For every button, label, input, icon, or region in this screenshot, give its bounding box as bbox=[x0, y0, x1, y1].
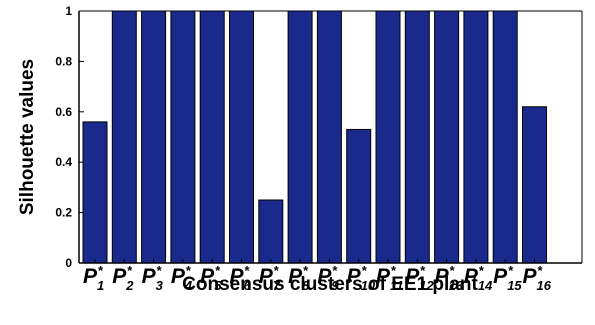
svg-text:P: P bbox=[317, 265, 332, 288]
svg-text:P: P bbox=[522, 265, 537, 288]
svg-text:*: * bbox=[245, 263, 251, 278]
bar-7 bbox=[258, 199, 284, 264]
svg-text:10: 10 bbox=[361, 278, 376, 293]
y-tick-label: 0.4 bbox=[55, 155, 72, 169]
bar-1 bbox=[82, 121, 108, 264]
bar-3 bbox=[141, 10, 167, 264]
x-tick-labels-group: P *1 P *2 P *3 P *4 P *5 P *6 P *7 P *8 P *9 P *10 P *11 P *12 P… bbox=[83, 259, 552, 293]
x-tick-label-15: P *15 bbox=[493, 263, 522, 293]
svg-text:9: 9 bbox=[331, 278, 339, 293]
svg-text:3: 3 bbox=[156, 278, 164, 293]
bar-8 bbox=[287, 10, 313, 264]
svg-text:8: 8 bbox=[302, 278, 310, 293]
x-tick-label-3: P *3 bbox=[142, 263, 164, 293]
y-ticks-group: 0 0.2 0.4 0.6 0.8 1 bbox=[55, 4, 84, 270]
svg-text:*: * bbox=[186, 263, 192, 278]
svg-text:P: P bbox=[493, 265, 508, 288]
svg-text:P: P bbox=[171, 265, 186, 288]
bar-16 bbox=[522, 106, 547, 264]
y-tick-label: 0.6 bbox=[55, 105, 72, 119]
bar-4 bbox=[170, 10, 196, 264]
bar-9 bbox=[316, 10, 342, 264]
svg-text:*: * bbox=[420, 263, 426, 278]
svg-text:*: * bbox=[450, 263, 456, 278]
svg-text:*: * bbox=[157, 263, 163, 278]
svg-text:6: 6 bbox=[244, 278, 252, 293]
svg-text:P: P bbox=[83, 265, 98, 288]
svg-text:12: 12 bbox=[419, 278, 434, 293]
svg-text:P: P bbox=[464, 265, 479, 288]
svg-text:P: P bbox=[435, 265, 450, 288]
x-tick-label-5: P *5 bbox=[200, 263, 222, 293]
svg-text:2: 2 bbox=[125, 278, 134, 293]
y-tick-label: 0 bbox=[65, 256, 72, 270]
svg-text:*: * bbox=[479, 263, 485, 278]
bar-15 bbox=[492, 10, 518, 264]
x-tick-label-4: P *4 bbox=[171, 263, 193, 293]
x-axis-title: Consensus clusters of EE1 plant bbox=[182, 274, 478, 295]
bar-11 bbox=[375, 10, 401, 264]
y-tick-label: 0.2 bbox=[55, 206, 72, 220]
svg-text:P: P bbox=[112, 265, 127, 288]
svg-text:13: 13 bbox=[449, 278, 464, 293]
bar-5 bbox=[199, 10, 225, 264]
bars-group bbox=[82, 10, 547, 264]
x-tick-label-12: P *12 bbox=[405, 263, 434, 293]
y-tick-label: 1 bbox=[65, 4, 72, 18]
svg-text:P: P bbox=[229, 265, 244, 288]
svg-text:*: * bbox=[274, 263, 280, 278]
svg-text:*: * bbox=[127, 263, 133, 278]
x-tick-label-2: P *2 bbox=[112, 263, 134, 293]
bar-2 bbox=[111, 10, 137, 264]
svg-text:P: P bbox=[376, 265, 391, 288]
svg-text:P: P bbox=[200, 265, 215, 288]
x-tick-label-1: P *1 bbox=[83, 263, 104, 293]
svg-text:P: P bbox=[347, 265, 362, 288]
svg-text:P: P bbox=[259, 265, 274, 288]
svg-text:P: P bbox=[142, 265, 157, 288]
svg-text:P: P bbox=[288, 265, 303, 288]
svg-text:4: 4 bbox=[184, 278, 193, 293]
svg-text:15: 15 bbox=[507, 278, 522, 293]
bar-13 bbox=[434, 10, 460, 264]
svg-text:7: 7 bbox=[273, 278, 281, 293]
svg-text:P: P bbox=[405, 265, 420, 288]
x-tick-label-6: P *6 bbox=[229, 263, 251, 293]
x-tick-label-10: P *10 bbox=[347, 263, 376, 293]
svg-text:*: * bbox=[391, 263, 397, 278]
x-tick-label-16: P *16 bbox=[522, 263, 551, 293]
x-tick-label-7: P *7 bbox=[259, 263, 281, 293]
y-axis-title: Silhouette values bbox=[17, 59, 38, 215]
svg-text:*: * bbox=[303, 263, 309, 278]
x-tick-label-13: P *13 bbox=[435, 263, 464, 293]
bar-14 bbox=[463, 10, 489, 264]
svg-text:*: * bbox=[98, 263, 104, 278]
svg-text:*: * bbox=[538, 263, 544, 278]
svg-text:5: 5 bbox=[214, 278, 222, 293]
bar-6 bbox=[229, 10, 254, 264]
bar-12 bbox=[404, 10, 430, 264]
svg-text:16: 16 bbox=[537, 278, 552, 293]
bar-10 bbox=[346, 128, 372, 264]
svg-text:*: * bbox=[332, 263, 338, 278]
svg-text:14: 14 bbox=[478, 278, 493, 293]
svg-text:*: * bbox=[215, 263, 221, 278]
svg-text:*: * bbox=[362, 263, 368, 278]
svg-text:*: * bbox=[508, 263, 514, 278]
x-tick-label-14: P *14 bbox=[464, 263, 493, 293]
x-tick-label-11: P *11 bbox=[376, 263, 404, 293]
y-tick-label: 0.8 bbox=[55, 54, 72, 68]
svg-text:1: 1 bbox=[97, 278, 104, 293]
svg-text:11: 11 bbox=[390, 278, 404, 293]
x-tick-label-9: P *9 bbox=[317, 263, 339, 293]
x-tick-label-8: P *8 bbox=[288, 263, 310, 293]
